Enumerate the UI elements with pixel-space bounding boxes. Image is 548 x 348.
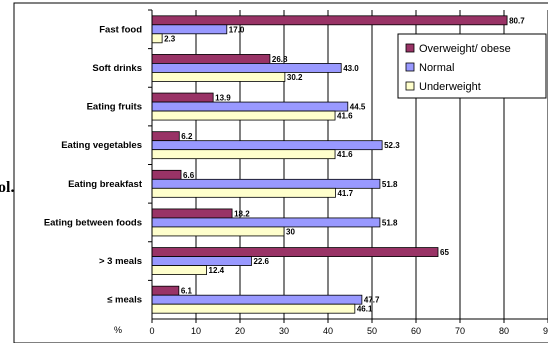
data-label: 47.7 xyxy=(364,296,380,305)
data-label: 2.3 xyxy=(164,34,176,43)
x-tick-label: 30 xyxy=(279,326,289,336)
bar-1 xyxy=(151,24,228,35)
category-label: Soft drinks xyxy=(92,63,142,74)
bar-0 xyxy=(151,169,182,180)
bar-2 xyxy=(151,110,336,121)
bar-1 xyxy=(151,217,381,228)
bar-2 xyxy=(151,226,285,237)
legend-label: Underweight xyxy=(419,81,481,93)
x-tick-label: 90 xyxy=(543,326,548,336)
legend-swatch xyxy=(405,81,415,91)
labels-layer: 80.717.02.326.843.030.213.944.541.66.252… xyxy=(164,16,525,313)
bar-1 xyxy=(151,294,363,305)
legend-label: Normal xyxy=(419,62,454,74)
bar-2 xyxy=(151,149,336,160)
data-label: 12.4 xyxy=(209,266,225,275)
category-label: Eating fruits xyxy=(87,102,142,113)
x-tick-label: 70 xyxy=(455,326,465,336)
category-label: Eating between foods xyxy=(44,217,142,228)
data-label: 18.2 xyxy=(234,209,250,218)
x-tick-label: 20 xyxy=(235,326,245,336)
data-label: 26.8 xyxy=(272,55,288,64)
bar-0 xyxy=(151,54,271,64)
bar-1 xyxy=(151,256,252,266)
data-label: 30.2 xyxy=(287,73,303,82)
data-label: 17.0 xyxy=(229,25,245,34)
data-label: 6.6 xyxy=(183,171,195,180)
data-label: 22.6 xyxy=(253,257,269,266)
x-tick-label: 0 xyxy=(149,326,154,336)
category-label: Eating vegetables xyxy=(61,140,142,151)
data-label: 46.1 xyxy=(357,305,373,314)
bar-2 xyxy=(151,303,356,314)
bar-2 xyxy=(151,187,336,198)
data-label: 13.9 xyxy=(215,94,231,103)
legend: Overweight/ obese Normal Underweight xyxy=(397,33,547,99)
category-label: > 3 meals xyxy=(99,256,142,267)
data-label: 51.8 xyxy=(382,218,398,227)
bar-0 xyxy=(151,131,180,142)
x-tick-label: 10 xyxy=(191,326,201,336)
side-text: ol. xyxy=(0,179,14,196)
category-label: Eating breakfast xyxy=(68,179,143,190)
data-label: 43.0 xyxy=(343,64,359,73)
data-label: 41.6 xyxy=(337,112,353,121)
bar-0 xyxy=(151,208,233,219)
bar-1 xyxy=(151,140,383,151)
bar-1 xyxy=(151,63,342,73)
data-label: 30 xyxy=(286,227,295,236)
data-label: 6.1 xyxy=(181,287,193,296)
x-axis-label: % xyxy=(114,325,122,335)
bar-0 xyxy=(151,285,180,296)
bar-0 xyxy=(151,247,439,257)
data-label: 41.7 xyxy=(337,189,353,198)
data-label: 41.6 xyxy=(337,150,353,159)
x-tick-label: 40 xyxy=(323,326,333,336)
bar-1 xyxy=(151,101,349,112)
bar-2 xyxy=(151,265,207,275)
data-label: 65 xyxy=(440,248,449,257)
category-label: Fast food xyxy=(99,24,142,35)
x-tick-label: 50 xyxy=(367,326,377,336)
legend-swatch xyxy=(405,62,415,72)
category-label: ≤ meals xyxy=(107,295,142,306)
data-label: 44.5 xyxy=(350,103,366,112)
legend-label: Overweight/ obese xyxy=(419,43,511,55)
bar-2 xyxy=(151,72,286,82)
bar-0 xyxy=(151,15,508,26)
data-label: 52.3 xyxy=(384,141,400,150)
legend-box xyxy=(397,33,547,99)
legend-swatch xyxy=(405,43,415,53)
data-label: 80.7 xyxy=(509,16,525,25)
data-label: 51.8 xyxy=(382,180,398,189)
x-tick-label: 80 xyxy=(499,326,509,336)
x-tick-label: 60 xyxy=(411,326,421,336)
bar-2 xyxy=(151,33,163,44)
axis-layer: 0 10 20 30 40 50 60 70 80 90% Fast food Soft drinks… xyxy=(44,9,548,336)
bar-1 xyxy=(151,178,381,189)
bar-0 xyxy=(151,92,214,103)
data-label: 6.2 xyxy=(181,132,193,141)
